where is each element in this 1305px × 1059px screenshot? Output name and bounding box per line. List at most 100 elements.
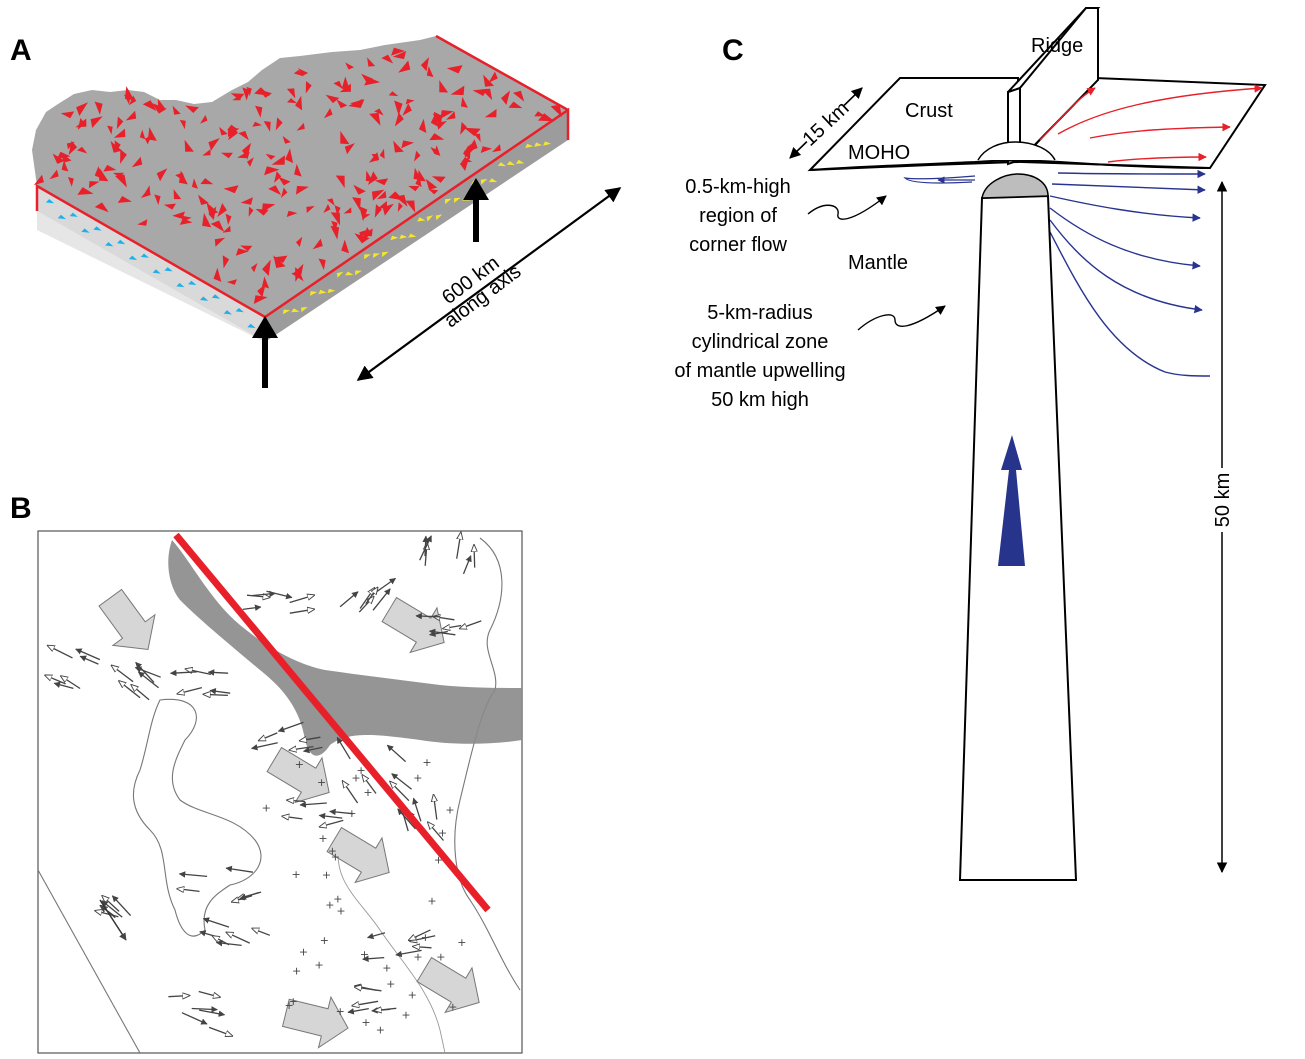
motion-vector <box>168 996 189 997</box>
cross-marker: + <box>289 995 298 1008</box>
top-marker <box>394 100 403 116</box>
top-marker <box>305 81 312 94</box>
block-red-edge-back <box>435 34 569 112</box>
panel-a-letter: A <box>10 34 32 67</box>
top-marker <box>140 187 151 198</box>
top-marker <box>125 110 137 121</box>
top-marker <box>251 263 258 273</box>
top-marker <box>343 207 352 214</box>
motion-vector <box>169 669 197 677</box>
left-face-markers <box>45 199 256 329</box>
top-marker <box>339 83 351 93</box>
top-marker <box>113 128 126 138</box>
cross-marker: + <box>436 951 445 964</box>
motion-vector <box>386 744 407 763</box>
left-marker <box>200 296 209 301</box>
top-marker <box>60 111 75 119</box>
cross-marker: + <box>328 845 337 858</box>
cross-marker: + <box>331 851 340 864</box>
top-marker <box>430 147 440 154</box>
top-marker <box>240 197 253 205</box>
top-marker <box>262 276 270 289</box>
left-marker <box>105 242 114 247</box>
top-marker <box>513 90 525 102</box>
mantle-flow-arrow-1 <box>1057 169 1206 179</box>
front-marker <box>543 141 552 146</box>
coastline-east <box>454 537 521 991</box>
top-marker <box>420 57 429 72</box>
top-marker <box>210 220 225 232</box>
top-marker <box>76 102 88 116</box>
top-marker <box>268 185 282 196</box>
cross-marker: + <box>445 804 454 817</box>
top-marker <box>336 99 348 109</box>
top-marker <box>200 178 214 185</box>
top-marker <box>175 172 187 183</box>
top-marker <box>323 108 333 119</box>
motion-vector <box>226 932 250 944</box>
mantle-flow-arrow-5 <box>1049 219 1203 314</box>
mantle-flow-arrow-3 <box>1049 195 1201 222</box>
front-marker <box>515 159 525 164</box>
block-left-face-lower <box>37 211 265 342</box>
top-marker <box>227 128 240 138</box>
cross-marker: + <box>262 801 271 814</box>
cross-marker: + <box>421 931 430 944</box>
top-marker <box>318 258 326 270</box>
panel-b: B ++++++++++++++++++++++++++++++++++++++… <box>10 492 523 1054</box>
top-marker <box>99 167 109 182</box>
top-marker <box>446 65 463 74</box>
motion-vector <box>391 773 413 790</box>
top-marker <box>67 177 74 187</box>
top-marker <box>264 166 280 176</box>
big-block-arrows <box>98 588 480 1049</box>
top-marker <box>213 267 222 282</box>
motion-vector <box>266 590 293 600</box>
top-marker <box>163 203 176 210</box>
top-marker <box>508 101 523 109</box>
top-marker <box>240 245 253 252</box>
top-marker <box>379 148 385 159</box>
cross-marker: + <box>299 945 308 958</box>
motion-vector <box>181 1012 208 1025</box>
cross-marker: + <box>325 899 334 912</box>
top-marker <box>248 206 254 217</box>
top-marker <box>374 178 389 186</box>
motion-vector <box>259 732 278 741</box>
top-marker <box>465 139 478 153</box>
cross-marker: + <box>336 905 345 918</box>
top-marker <box>432 113 443 129</box>
motion-vector <box>111 895 132 917</box>
red-lineament <box>173 532 491 913</box>
top-marker <box>296 185 309 195</box>
left-marker <box>247 323 256 329</box>
motion-vector <box>329 808 354 816</box>
front-marker <box>336 271 344 278</box>
top-marker <box>208 206 217 220</box>
top-marker <box>461 157 473 163</box>
top-marker <box>398 60 411 73</box>
top-marker <box>275 117 283 131</box>
top-marker <box>335 175 345 188</box>
top-marker <box>173 189 182 200</box>
cross-marker: + <box>347 807 356 820</box>
top-marker <box>261 203 276 213</box>
left-marker <box>117 239 126 245</box>
motion-vector <box>462 555 472 575</box>
motion-vector <box>213 936 230 946</box>
cross-marker: + <box>413 772 422 785</box>
motion-vector <box>362 775 377 794</box>
left-marker <box>235 308 244 313</box>
motion-vector <box>112 665 134 683</box>
top-marker <box>263 121 271 132</box>
motion-vector <box>415 612 441 620</box>
left-marker <box>176 282 185 288</box>
cross-marker: + <box>285 999 294 1012</box>
motion-vector <box>177 686 203 694</box>
top-marker <box>252 121 262 127</box>
top-marker <box>388 91 399 97</box>
top-marker <box>117 196 132 203</box>
top-marker <box>492 144 501 153</box>
cross-marker: + <box>357 764 366 777</box>
top-marker <box>460 96 468 108</box>
